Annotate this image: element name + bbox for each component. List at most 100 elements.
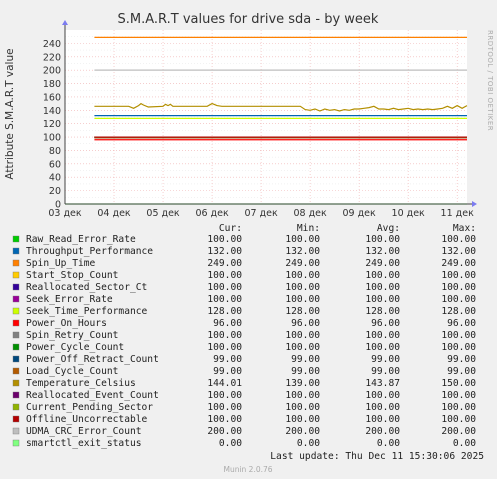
- legend-value-min: 100.00: [285, 330, 320, 341]
- legend-value-min: 249.00: [285, 258, 320, 269]
- legend-value-max: 100.00: [441, 270, 476, 281]
- legend-value-min: 99.00: [291, 366, 320, 377]
- legend-value-avg: 132.00: [365, 246, 400, 257]
- legend-value-avg: 100.00: [365, 294, 400, 305]
- legend-value-avg: 0.00: [377, 438, 400, 449]
- legend-swatch: [12, 379, 20, 387]
- legend-value-avg: 128.00: [365, 306, 400, 317]
- x-tick-label: 06 дек: [195, 208, 229, 219]
- legend-value-min: 100.00: [285, 234, 320, 245]
- legend-value-avg: 99.00: [371, 366, 400, 377]
- legend-value-max: 100.00: [441, 330, 476, 341]
- legend-value-cur: 99.00: [213, 354, 242, 365]
- legend-swatch: [12, 415, 20, 423]
- legend-row: Power_On_Hours 96.00 96.00 96.00 96.00: [12, 318, 476, 329]
- legend-value-cur: 100.00: [207, 282, 242, 293]
- legend-value-cur: 0.00: [219, 438, 242, 449]
- legend-swatch: [12, 235, 20, 243]
- legend-value-cur: 144.01: [207, 378, 242, 389]
- legend-value-avg: 100.00: [365, 402, 400, 413]
- x-tick-label: 11 дек: [441, 208, 475, 219]
- legend-series-name: Power_On_Hours: [26, 318, 107, 329]
- legend-value-min: 99.00: [291, 354, 320, 365]
- legend-row: Offline_Uncorrectable 100.00 100.00 100.00 1…: [12, 414, 476, 425]
- legend-value-min: 100.00: [285, 342, 320, 353]
- legend-swatch: [12, 319, 20, 327]
- legend: Cur: Min: Avg: Max: Raw_Read_Error_Rate 100.0…: [12, 223, 476, 449]
- y-tick-label: 140: [43, 106, 61, 117]
- legend-swatch: [12, 343, 20, 351]
- series-lines: [65, 36, 468, 205]
- legend-value-min: 100.00: [285, 390, 320, 401]
- legend-row: Start_Stop_Count 100.00 100.00 100.00 100.00: [12, 270, 476, 281]
- legend-value-min: 132.00: [285, 246, 320, 257]
- legend-value-cur: 100.00: [207, 294, 242, 305]
- legend-value-min: 0.00: [297, 438, 320, 449]
- y-axis-arrow: [62, 20, 68, 25]
- x-axis-ticks: 03 дек 04 дек 05 дек 06 дек 07 дек 08 дек 09 д…: [48, 208, 474, 219]
- legend-value-min: 200.00: [285, 426, 320, 437]
- legend-value-avg: 143.87: [365, 378, 400, 389]
- legend-value-cur: 100.00: [207, 234, 242, 245]
- legend-series-name: Spin_Up_Time: [26, 258, 96, 269]
- x-axis-arrow: [472, 201, 477, 207]
- legend-value-avg: 249.00: [365, 258, 400, 269]
- legend-series-name: Seek_Error_Rate: [26, 294, 113, 305]
- legend-value-max: 128.00: [441, 306, 476, 317]
- rrdtool-side-label: RRDTOOL / TOBI OETIKER: [486, 30, 494, 131]
- legend-value-cur: 100.00: [207, 390, 242, 401]
- x-tick-label: 07 дек: [244, 208, 278, 219]
- legend-value-avg: 100.00: [365, 390, 400, 401]
- y-tick-label: 180: [43, 79, 61, 90]
- legend-row: Load_Cycle_Count 99.00 99.00 99.00 99.00: [12, 366, 476, 377]
- legend-value-max: 99.00: [447, 366, 476, 377]
- y-tick-label: 40: [49, 173, 61, 184]
- legend-value-avg: 200.00: [365, 426, 400, 437]
- legend-header-cur: Cur:: [219, 223, 242, 234]
- legend-swatch: [12, 331, 20, 339]
- legend-value-min: 100.00: [285, 282, 320, 293]
- last-update-text: Last update: Thu Dec 11 15:30:06 2025: [270, 451, 484, 462]
- legend-series-name: Current_Pending_Sector: [26, 402, 153, 413]
- legend-value-avg: 100.00: [365, 282, 400, 293]
- legend-series-name: Throughput_Performance: [26, 246, 153, 257]
- legend-value-cur: 100.00: [207, 270, 242, 281]
- legend-value-cur: 100.00: [207, 402, 242, 413]
- legend-header-min: Min:: [297, 223, 320, 234]
- legend-value-min: 128.00: [285, 306, 320, 317]
- legend-series-name: Reallocated_Sector_Ct: [26, 282, 147, 293]
- y-tick-label: 220: [43, 52, 61, 63]
- legend-swatch: [12, 283, 20, 291]
- y-tick-label: 120: [43, 119, 61, 130]
- y-tick-label: 0: [55, 200, 61, 211]
- legend-row: Reallocated_Event_Count 100.00 100.00 100.0…: [12, 390, 476, 401]
- y-axis-label: Attribute S.M.A.R.T value: [4, 48, 16, 179]
- legend-swatch: [12, 271, 20, 279]
- legend-value-max: 99.00: [447, 354, 476, 365]
- legend-series-name: Power_Cycle_Count: [26, 342, 124, 353]
- legend-value-max: 100.00: [441, 234, 476, 245]
- legend-value-avg: 100.00: [365, 330, 400, 341]
- legend-row: Raw_Read_Error_Rate 100.00 100.00 100.00 100…: [12, 234, 476, 245]
- legend-value-max: 96.00: [447, 318, 476, 329]
- legend-value-min: 139.00: [285, 378, 320, 389]
- legend-series-name: Reallocated_Event_Count: [26, 390, 159, 401]
- legend-value-max: 200.00: [441, 426, 476, 437]
- legend-value-max: 100.00: [441, 282, 476, 293]
- legend-header-max: Max:: [453, 223, 476, 234]
- legend-swatch: [12, 427, 20, 435]
- legend-series-name: Seek_Time_Performance: [26, 306, 148, 317]
- y-tick-label: 20: [49, 186, 61, 197]
- x-tick-label: 04 дек: [97, 208, 131, 219]
- x-tick-label: 09 дек: [343, 208, 377, 219]
- legend-series-name: Power_Off_Retract_Count: [26, 354, 159, 365]
- legend-value-cur: 132.00: [207, 246, 242, 257]
- legend-value-max: 100.00: [441, 402, 476, 413]
- y-tick-label: 160: [43, 92, 61, 103]
- legend-series-name: Offline_Uncorrectable: [26, 414, 148, 425]
- legend-swatch: [12, 439, 20, 447]
- legend-swatch: [12, 391, 20, 399]
- legend-value-max: 100.00: [441, 294, 476, 305]
- y-axis-ticks: 0 20 40 60 80 100 120 140 160 180 200 220 240: [43, 39, 61, 211]
- legend-swatch: [12, 403, 20, 411]
